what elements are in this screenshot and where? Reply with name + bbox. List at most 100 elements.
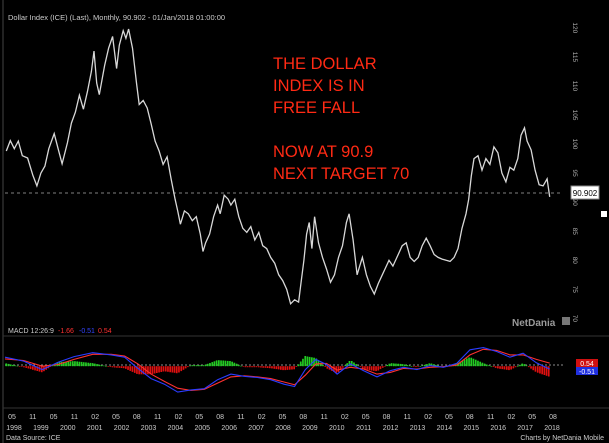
- macd-histogram-bar: [20, 366, 23, 367]
- macd-histogram-bar: [280, 366, 282, 370]
- x-year-label: 2014: [437, 425, 453, 432]
- macd-histogram-bar: [324, 366, 326, 367]
- macd-histogram-bar: [479, 361, 481, 367]
- macd-histogram-bar: [315, 358, 318, 367]
- macd-histogram-bar: [125, 366, 127, 369]
- watermark-logo-icon: [562, 317, 570, 325]
- macd-histogram-bar: [497, 366, 499, 369]
- macd-histogram-bar: [158, 366, 160, 373]
- x-month-label: 08: [133, 414, 141, 421]
- macd-histogram-bar: [182, 366, 185, 370]
- macd-histogram-bar: [69, 361, 72, 367]
- macd-histogram-bar: [421, 365, 424, 367]
- macd-histogram-bar: [410, 366, 413, 367]
- macd-histogram-bar: [240, 365, 242, 367]
- x-month-label: 05: [362, 414, 370, 421]
- x-year-label: 1998: [6, 425, 22, 432]
- macd-histogram-bar: [251, 366, 253, 368]
- x-year-label: 1999: [33, 425, 49, 432]
- macd-histogram-bar: [63, 361, 65, 367]
- macd-histogram-bar: [547, 366, 550, 377]
- macd-histogram-bar: [388, 363, 391, 367]
- y-tick-label: 80: [571, 257, 578, 265]
- macd-panel: MACD 12:26:9 -1.66 -0.51 0.54 0.54 -0.51: [4, 328, 598, 393]
- macd-histogram-bar: [333, 366, 335, 372]
- macd-histogram-bar: [346, 363, 349, 367]
- macd-histogram-bar: [277, 366, 280, 370]
- macd-histogram-bar: [392, 363, 395, 367]
- y-tick-label: 100: [571, 139, 578, 150]
- macd-histogram-bar: [477, 360, 479, 367]
- x-year-label: 2007: [248, 425, 264, 432]
- macd-histogram-bar: [257, 366, 260, 368]
- x-year-label: 2015: [464, 425, 480, 432]
- x-year-label: 2013: [410, 425, 426, 432]
- x-year-label: 2010: [329, 425, 345, 432]
- macd-histogram-bar: [275, 366, 278, 370]
- macd-histogram-bar: [25, 366, 28, 368]
- macd-histogram-bar: [187, 366, 189, 368]
- macd-histogram-bar: [215, 360, 218, 367]
- macd-histogram-bar: [503, 366, 506, 370]
- x-axis-months: 05 11 05 11 02 05 08 11 02 05 08 11 02 05 08 11 02 05 08 11…: [8, 414, 557, 421]
- x-month-label: 02: [341, 414, 349, 421]
- x-year-label: 2016: [490, 425, 506, 432]
- macd-histogram-bar: [71, 361, 74, 367]
- macd-histogram-bar: [395, 363, 397, 367]
- x-year-label: 2006: [221, 425, 237, 432]
- macd-histogram-bar: [381, 366, 384, 368]
- macd-signal-line: [4, 348, 550, 391]
- macd-histogram-bar: [160, 366, 163, 372]
- macd-histogram-bar: [12, 364, 14, 367]
- signal-value-label: 0.54: [580, 361, 594, 368]
- macd-histogram-bar: [133, 366, 136, 373]
- watermark-text: NetDania: [512, 318, 556, 329]
- y-tick-label: 110: [571, 81, 578, 92]
- macd-histogram-bar: [539, 366, 541, 374]
- x-month-label: 05: [50, 414, 58, 421]
- macd-value-label: -0.51: [579, 369, 595, 376]
- macd-histogram-bar: [140, 366, 143, 375]
- macd-histogram-bar: [193, 365, 196, 367]
- macd-histogram-bar: [16, 365, 19, 367]
- x-month-label: 11: [320, 414, 327, 421]
- macd-histogram-bar: [474, 359, 477, 367]
- macd-histogram-bar: [213, 361, 216, 367]
- x-year-label: 2018: [544, 425, 560, 432]
- macd-histogram-bar: [173, 366, 176, 373]
- macd-histogram-bar: [105, 366, 107, 367]
- macd-histogram-bar: [198, 365, 200, 367]
- macd-histogram: [5, 356, 550, 377]
- data-source: Data Source: ICE: [6, 435, 61, 442]
- chart-credit: Charts by NetDania Mobile: [520, 435, 604, 442]
- annotation-line-5: NOW AT 90.9: [273, 143, 373, 161]
- macd-histogram-bar: [82, 362, 85, 367]
- macd-histogram-bar: [361, 366, 364, 369]
- x-month-label: 05: [112, 414, 120, 421]
- macd-histogram-bar: [415, 366, 417, 367]
- macd-histogram-bar: [326, 366, 329, 369]
- macd-histogram-bar: [523, 364, 526, 367]
- macd-histogram-bar: [293, 366, 295, 370]
- macd-legend-value-3: 0.54: [98, 328, 112, 335]
- macd-histogram-bar: [80, 361, 83, 367]
- macd-histogram-bar: [337, 366, 340, 372]
- x-month-label: 02: [175, 414, 183, 421]
- macd-histogram-bar: [218, 360, 220, 367]
- macd-histogram-bar: [466, 358, 468, 367]
- y-tick-label: 95: [571, 169, 578, 177]
- macd-histogram-bar: [23, 366, 25, 368]
- macd-histogram-bar: [226, 360, 229, 367]
- x-month-label: 11: [71, 414, 78, 421]
- macd-line: [4, 347, 550, 393]
- macd-histogram-bar: [253, 366, 256, 368]
- macd-histogram-bar: [530, 366, 532, 369]
- macd-histogram-bar: [408, 365, 411, 367]
- x-month-label: 08: [216, 414, 224, 421]
- macd-histogram-bar: [67, 361, 70, 367]
- x-year-label: 2003: [141, 425, 157, 432]
- macd-histogram-bar: [262, 366, 264, 368]
- macd-histogram-bar: [412, 366, 415, 367]
- x-month-label: 05: [279, 414, 287, 421]
- macd-histogram-bar: [142, 366, 145, 375]
